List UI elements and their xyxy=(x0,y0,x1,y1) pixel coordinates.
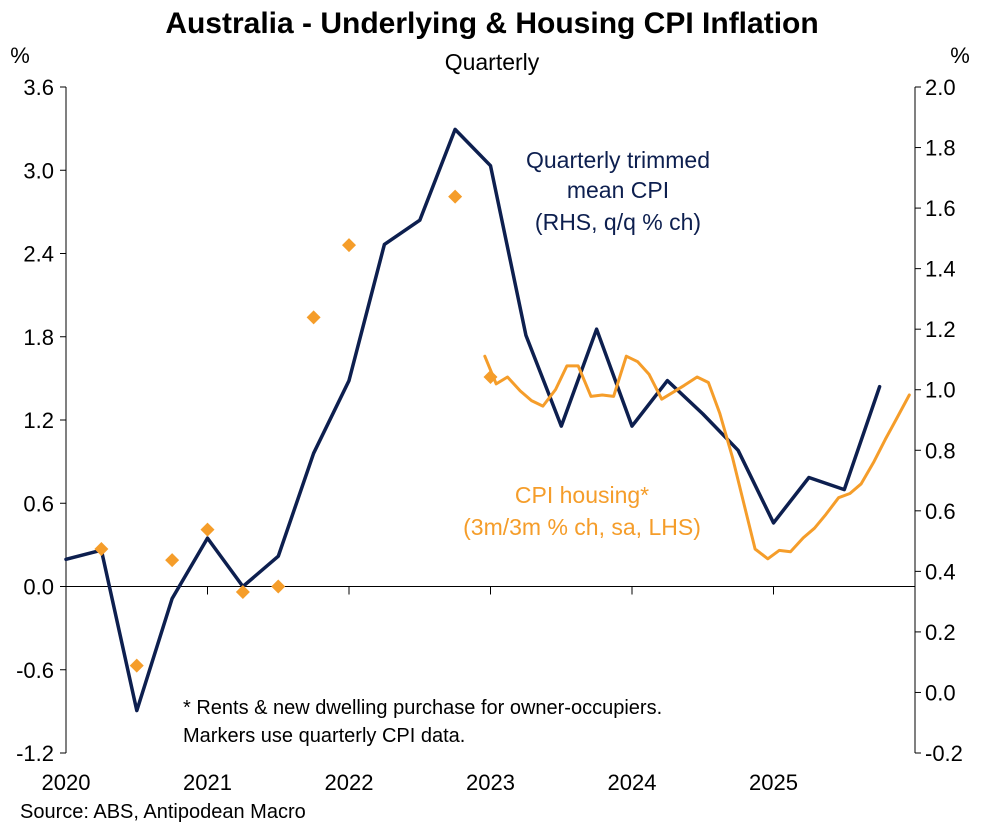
x-tick-label: 2021 xyxy=(183,770,232,795)
housing-marker xyxy=(200,522,215,537)
housing-marker xyxy=(483,369,498,384)
housing-label-line1: CPI housing* xyxy=(515,482,649,508)
right-tick-label: 0.0 xyxy=(925,680,956,705)
left-tick-label: 0.6 xyxy=(23,491,54,516)
footnote: * Rents & new dwelling purchase for owne… xyxy=(183,697,662,747)
left-tick-label: 1.2 xyxy=(23,408,54,433)
x-tick-label: 2023 xyxy=(466,770,515,795)
housing-marker xyxy=(235,585,250,600)
right-tick-label: 1.0 xyxy=(925,378,956,403)
left-tick-label: -0.6 xyxy=(16,658,54,683)
chart-subtitle: Quarterly xyxy=(445,49,540,75)
x-tick-label: 2024 xyxy=(608,770,657,795)
housing-marker xyxy=(342,238,356,253)
axes: -1.2 -0.6 0.0 0.6 1.2 1.8 2.4 3.0 3.6 -0.2 0.0 0.2 0… xyxy=(16,75,963,795)
footnote-line1: * Rents & new dwelling purchase for owne… xyxy=(183,697,662,719)
left-tick-label: 3.6 xyxy=(23,75,54,100)
right-tick-label: 1.8 xyxy=(925,136,956,161)
trimmed-mean-label-line1: Quarterly trimmed xyxy=(526,147,710,173)
right-tick-label: 1.6 xyxy=(925,196,956,221)
housing-marker xyxy=(165,553,180,568)
left-axis-unit: % xyxy=(10,43,30,68)
left-tick-label: 3.0 xyxy=(23,158,54,183)
trimmed-mean-annotation: Quarterly trimmed mean CPI (RHS, q/q % c… xyxy=(526,147,710,235)
right-tick-label: 1.4 xyxy=(925,257,956,282)
right-tick-label: 2.0 xyxy=(925,75,956,100)
right-tick-label: 0.8 xyxy=(925,438,956,463)
trimmed-mean-label-line2: mean CPI xyxy=(567,177,669,203)
right-axis-unit: % xyxy=(950,43,970,68)
trimmed-mean-label-line3: (RHS, q/q % ch) xyxy=(535,209,701,235)
left-tick-label: 2.4 xyxy=(23,242,54,267)
housing-marker xyxy=(306,310,321,325)
x-tick-label: 2025 xyxy=(749,770,798,795)
left-tick-label: 1.8 xyxy=(23,325,54,350)
left-tick-label: -1.2 xyxy=(16,741,54,766)
housing-marker xyxy=(448,189,463,204)
right-tick-label: 0.2 xyxy=(925,620,956,645)
housing-marker xyxy=(271,579,286,594)
chart-title: Australia - Underlying & Housing CPI Inf… xyxy=(165,7,818,40)
x-tick-label: 2022 xyxy=(325,770,374,795)
footnote-line2: Markers use quarterly CPI data. xyxy=(183,725,465,747)
housing-line xyxy=(483,354,911,561)
left-tick-label: 0.0 xyxy=(23,575,54,600)
series-layer xyxy=(64,127,911,713)
right-tick-label: -0.2 xyxy=(925,741,963,766)
housing-annotation: CPI housing* (3m/3m % ch, sa, LHS) xyxy=(463,482,701,540)
housing-label-line2: (3m/3m % ch, sa, LHS) xyxy=(463,514,701,540)
housing-marker xyxy=(94,542,109,557)
source-note: Source: ABS, Antipodean Macro xyxy=(20,801,306,823)
right-tick-label: 0.4 xyxy=(925,559,956,584)
x-tick-label: 2020 xyxy=(42,770,91,795)
right-tick-label: 0.6 xyxy=(925,499,956,524)
housing-marker xyxy=(129,658,144,673)
right-tick-label: 1.2 xyxy=(925,317,956,342)
trimmed-mean-line xyxy=(64,127,882,713)
